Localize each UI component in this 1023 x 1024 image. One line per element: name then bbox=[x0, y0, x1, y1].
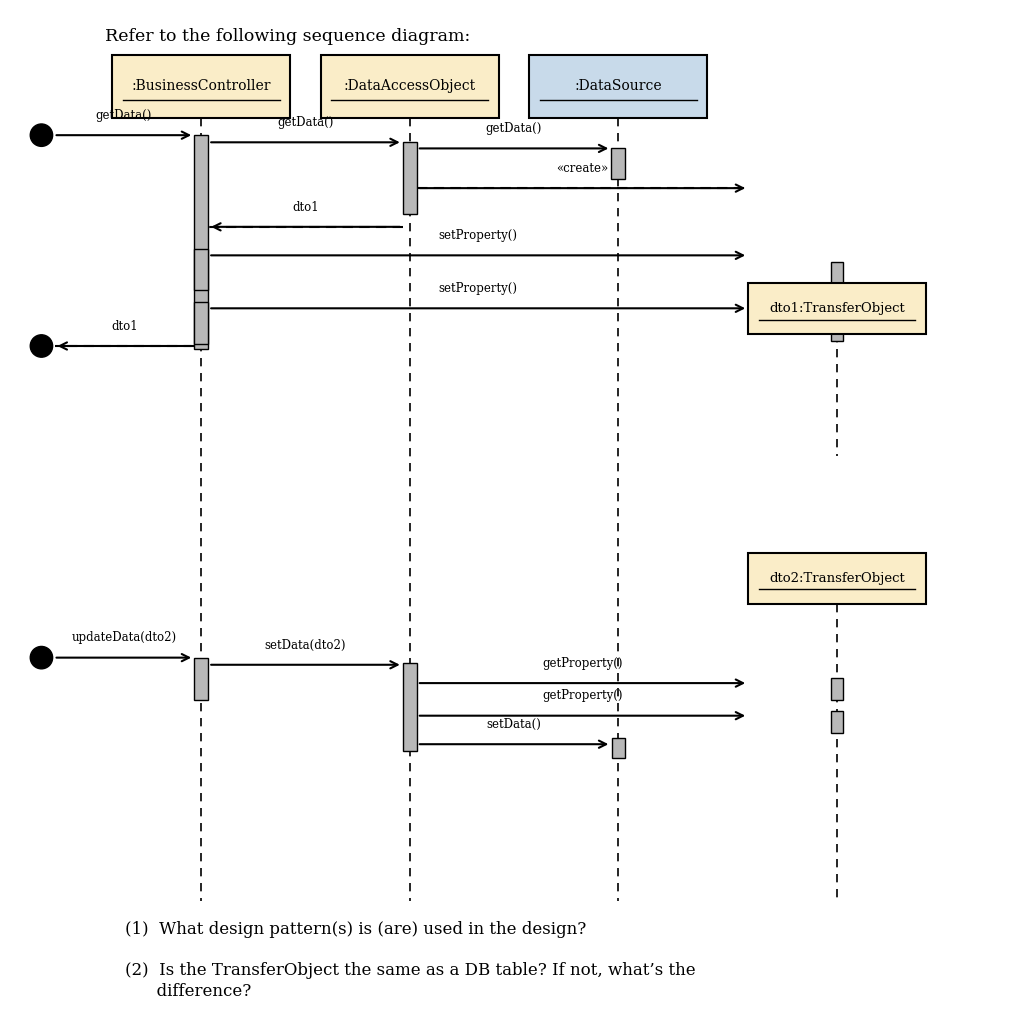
Text: dto1: dto1 bbox=[293, 201, 319, 214]
Text: setData(): setData() bbox=[487, 718, 541, 731]
Bar bbox=[832, 678, 843, 700]
Circle shape bbox=[31, 335, 52, 357]
Text: :DataAccessObject: :DataAccessObject bbox=[344, 79, 476, 93]
Text: updateData(dto2): updateData(dto2) bbox=[72, 632, 176, 644]
Text: :BusinessController: :BusinessController bbox=[131, 79, 271, 93]
Bar bbox=[832, 314, 843, 341]
FancyBboxPatch shape bbox=[321, 54, 499, 118]
Text: getData(): getData() bbox=[277, 116, 333, 129]
Text: getData(): getData() bbox=[486, 122, 542, 135]
Bar bbox=[194, 657, 209, 700]
Bar bbox=[612, 738, 625, 759]
Bar bbox=[194, 135, 209, 349]
Text: getProperty(): getProperty() bbox=[542, 656, 623, 670]
FancyBboxPatch shape bbox=[529, 54, 707, 118]
Text: setProperty(): setProperty() bbox=[439, 282, 518, 295]
Text: dto1:TransferObject: dto1:TransferObject bbox=[769, 302, 905, 314]
Text: difference?: difference? bbox=[125, 982, 251, 999]
Bar bbox=[194, 302, 209, 344]
Text: (2)  Is the TransferObject the same as a DB table? If not, what’s the: (2) Is the TransferObject the same as a … bbox=[125, 963, 696, 979]
Circle shape bbox=[31, 646, 52, 669]
Text: setData(dto2): setData(dto2) bbox=[265, 639, 346, 651]
FancyBboxPatch shape bbox=[748, 553, 926, 604]
Bar bbox=[611, 148, 625, 179]
Bar bbox=[832, 262, 843, 286]
Bar bbox=[194, 249, 209, 290]
Bar bbox=[403, 663, 417, 752]
Text: dto2:TransferObject: dto2:TransferObject bbox=[769, 571, 905, 585]
Bar bbox=[832, 711, 843, 733]
FancyBboxPatch shape bbox=[748, 283, 926, 334]
FancyBboxPatch shape bbox=[113, 54, 291, 118]
Circle shape bbox=[31, 124, 52, 146]
Text: dto1: dto1 bbox=[112, 319, 138, 333]
Text: setProperty(): setProperty() bbox=[439, 229, 518, 242]
Text: «create»: «create» bbox=[557, 162, 609, 175]
Text: (1)  What design pattern(s) is (are) used in the design?: (1) What design pattern(s) is (are) used… bbox=[125, 922, 586, 938]
Text: getProperty(): getProperty() bbox=[542, 689, 623, 702]
Text: getData(): getData() bbox=[96, 109, 152, 122]
Text: Refer to the following sequence diagram:: Refer to the following sequence diagram: bbox=[104, 29, 470, 45]
Bar bbox=[403, 142, 417, 214]
Text: :DataSource: :DataSource bbox=[575, 79, 662, 93]
